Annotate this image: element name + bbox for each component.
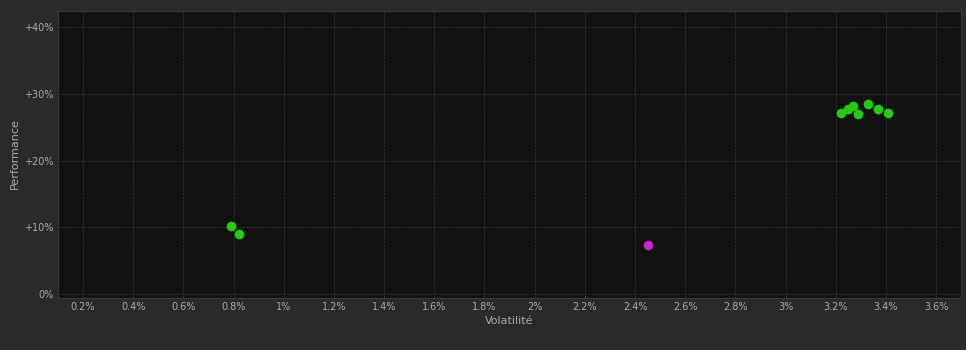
Y-axis label: Performance: Performance xyxy=(10,119,20,189)
Point xyxy=(231,231,246,237)
Point xyxy=(881,111,896,116)
Point xyxy=(840,106,856,111)
Point xyxy=(870,106,886,112)
Point xyxy=(639,243,655,248)
X-axis label: Volatilité: Volatilité xyxy=(485,316,534,326)
Point xyxy=(833,110,848,116)
Point xyxy=(861,101,876,107)
Point xyxy=(851,111,867,117)
Point xyxy=(223,223,239,229)
Point xyxy=(845,103,861,109)
